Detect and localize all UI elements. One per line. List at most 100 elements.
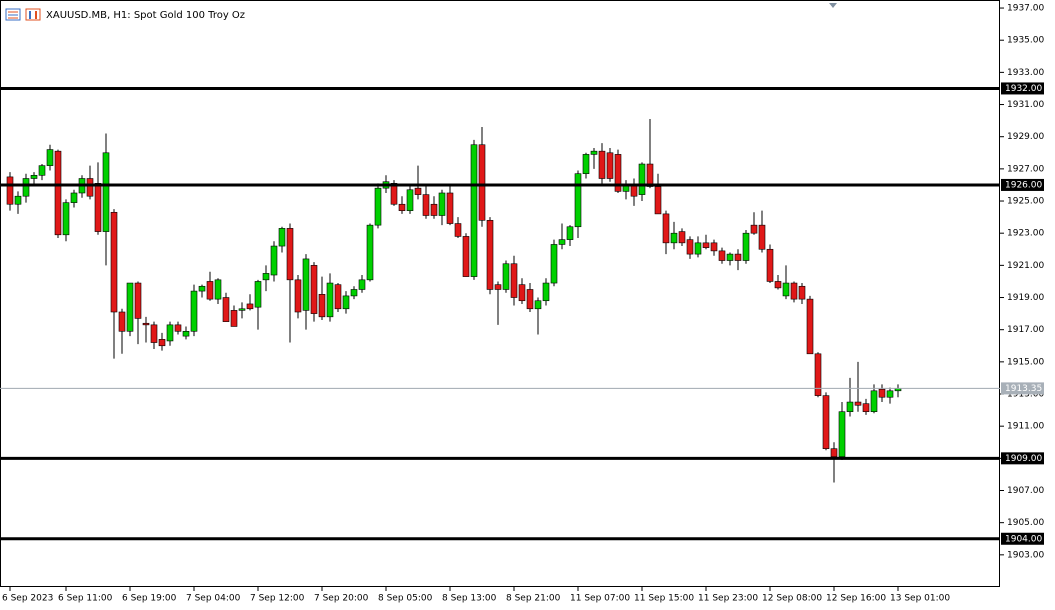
candle-body [630,184,638,197]
candle-body [238,308,246,311]
x-tick-label: 13 Sep 01:00 [890,594,950,604]
y-tick-label: 1925.00 [1007,197,1044,207]
candle-body [158,339,166,347]
y-tick-label: 1921.00 [1007,261,1044,271]
candle-body [758,224,766,250]
y-tick-label: 1937.00 [1007,4,1044,14]
candle-body [406,189,414,211]
candle-body [510,263,518,298]
candle-body [526,289,534,310]
candle-body [638,163,646,195]
candle-body [822,395,830,449]
candle-body [838,411,846,458]
candle-body [54,150,62,236]
candle-body [118,311,126,332]
x-tick-label: 11 Sep 15:00 [634,594,694,604]
candle-body [326,282,334,318]
candle-body [22,178,30,197]
candle-body [262,273,270,281]
candle-body [782,282,790,297]
x-tick-label: 7 Sep 20:00 [314,594,369,604]
candle-body [70,192,78,203]
candle-body [302,258,310,311]
candle-body [742,232,750,261]
candle-body [694,242,702,255]
x-tick-label: 11 Sep 23:00 [698,594,758,604]
candle-body [286,228,294,281]
candle-body [710,242,718,252]
candle-body [854,401,862,406]
candle-body [486,220,494,290]
candle-body [102,152,110,232]
candle-body [174,324,182,332]
candle-body [814,353,822,396]
x-tick-label: 8 Sep 21:00 [506,594,561,604]
candle-body [678,231,686,244]
candle-body [254,281,262,308]
x-tick-label: 7 Sep 12:00 [250,594,305,604]
y-tick-label: 1931.00 [1007,100,1044,110]
candle-body [478,144,486,221]
candle-body [182,330,190,337]
candle-body [46,149,54,166]
candle-body [702,242,710,248]
candle-body [358,279,366,290]
y-tick-label: 1913.00 [1007,390,1044,400]
candle-body [686,239,694,255]
candle-body [718,250,726,261]
last-price-box [1001,382,1044,395]
y-tick-label: 1927.00 [1007,164,1044,174]
candle-body [454,223,462,237]
candle-body [110,211,118,313]
y-tick-label: 1929.00 [1007,132,1044,142]
candle-body [766,248,774,282]
candle-body [750,224,758,234]
candle-body [878,388,886,398]
candle-body [142,322,150,326]
candle-body [534,300,542,310]
candle-body [334,284,342,310]
candle-body [566,226,574,240]
x-tick-label: 12 Sep 08:00 [762,594,822,604]
candle-body [550,244,558,284]
shift-marker [829,3,837,8]
x-tick-label: 11 Sep 07:00 [570,594,630,604]
candle-body [94,183,102,232]
x-tick-label: 7 Sep 04:00 [186,594,241,604]
y-tick-label: 1933.00 [1007,68,1044,78]
y-tick-label: 1917.00 [1007,325,1044,335]
candle-body [230,310,238,327]
candle-body [646,163,654,187]
level-label: 1926.00 [1005,180,1042,190]
x-tick-label: 8 Sep 05:00 [378,594,433,604]
candle-body [86,178,94,197]
candle-body [318,294,326,318]
level-box [1001,452,1044,465]
candle-body [590,150,598,155]
y-tick-label: 1903.00 [1007,550,1044,560]
x-tick-label: 6 Sep 11:00 [58,594,113,604]
candle-body [310,265,318,314]
candle-body [774,281,782,289]
level-box [1001,532,1044,545]
candle-body [190,290,198,332]
candle-body [606,152,614,179]
y-tick-label: 1915.00 [1007,357,1044,367]
candle-body [846,401,854,413]
candle-body [446,192,454,224]
y-tick-label: 1911.00 [1007,422,1044,432]
candle-body [206,281,214,300]
level-label: 1904.00 [1005,534,1042,544]
y-tick-label: 1935.00 [1007,36,1044,46]
candle-body [790,282,798,300]
candle-body [62,202,70,236]
x-tick-label: 6 Sep 19:00 [122,594,177,604]
x-tick-label: 8 Sep 13:00 [442,594,497,604]
candle-body [542,282,550,302]
y-tick-label: 1923.00 [1007,229,1044,239]
plot-frame [0,0,1000,587]
candle-body [502,263,510,290]
candle-body [558,239,566,245]
candle-body [14,195,22,205]
candle-body [494,284,502,290]
